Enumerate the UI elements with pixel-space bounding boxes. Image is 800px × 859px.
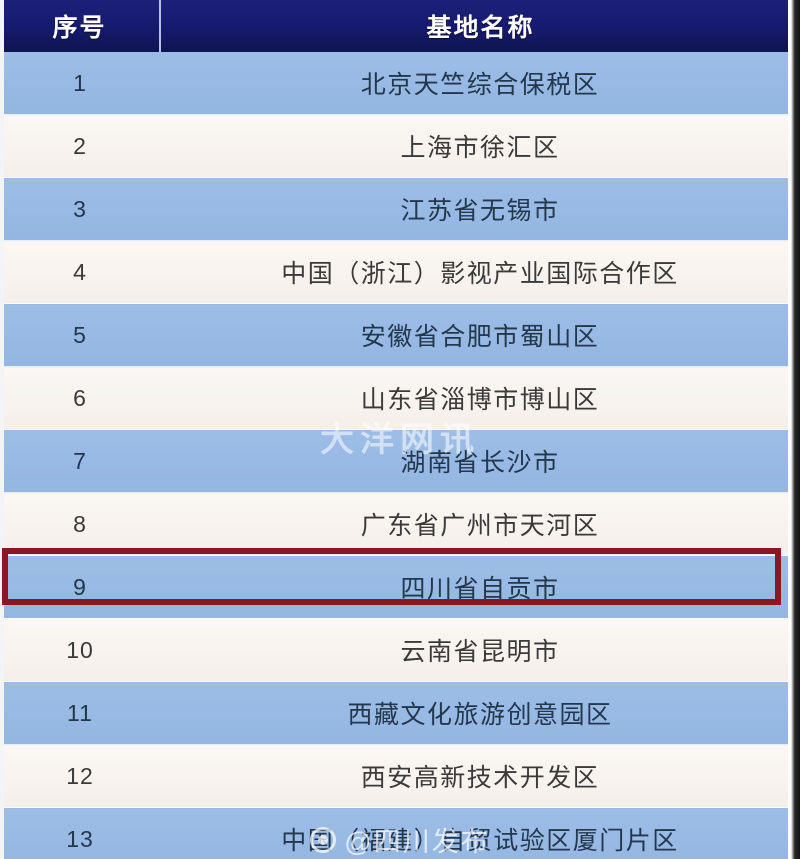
table-row: 8 广东省广州市天河区 bbox=[0, 492, 800, 556]
table-row: 6 山东省淄博市博山区 bbox=[0, 366, 800, 430]
table-row: 1 北京天竺综合保税区 bbox=[0, 52, 800, 115]
row-name-cell: 西安高新技术开发区 bbox=[160, 744, 800, 808]
row-name-cell: 中国（浙江）影视产业国际合作区 bbox=[160, 240, 800, 304]
row-index-cell: 4 bbox=[0, 240, 160, 304]
row-index-cell: 1 bbox=[0, 52, 160, 115]
row-name-cell: 安徽省合肥市蜀山区 bbox=[160, 303, 800, 367]
table-row: 7 湖南省长沙市 bbox=[0, 429, 800, 493]
row-index-cell: 5 bbox=[0, 303, 160, 367]
table-row-highlighted: 9 四川省自贡市 bbox=[0, 555, 800, 619]
row-name-cell: 江苏省无锡市 bbox=[160, 177, 800, 241]
column-header-name: 基地名称 bbox=[160, 0, 800, 52]
row-index-cell: 8 bbox=[0, 492, 160, 556]
row-index-cell: 6 bbox=[0, 366, 160, 430]
row-name-cell: 北京天竺综合保税区 bbox=[160, 52, 800, 115]
table-row: 12 西安高新技术开发区 bbox=[0, 744, 800, 808]
table-header: 序号 基地名称 bbox=[0, 0, 800, 52]
table-row: 11 西藏文化旅游创意园区 bbox=[0, 681, 800, 745]
row-name-cell: 广东省广州市天河区 bbox=[160, 492, 800, 556]
row-name-cell: 山东省淄博市博山区 bbox=[160, 366, 800, 430]
row-index-cell: 7 bbox=[0, 429, 160, 493]
row-name-cell: 湖南省长沙市 bbox=[160, 429, 800, 493]
row-index-cell: 10 bbox=[0, 618, 160, 682]
row-name-cell: 四川省自贡市 bbox=[160, 555, 800, 619]
table-row: 3 江苏省无锡市 bbox=[0, 177, 800, 241]
row-name-cell: 中国（福建）自贸试验区厦门片区 bbox=[160, 807, 800, 859]
table-row: 10 云南省昆明市 bbox=[0, 618, 800, 682]
table-header-row: 序号 基地名称 bbox=[0, 0, 800, 52]
row-index-cell: 9 bbox=[0, 555, 160, 619]
table-row: 13 中国（福建）自贸试验区厦门片区 bbox=[0, 807, 800, 859]
row-index-cell: 13 bbox=[0, 807, 160, 859]
table-body: 1 北京天竺综合保税区 2 上海市徐汇区 3 江苏省无锡市 4 中国（浙江）影视… bbox=[0, 52, 800, 859]
table-row: 5 安徽省合肥市蜀山区 bbox=[0, 303, 800, 367]
row-index-cell: 11 bbox=[0, 681, 160, 745]
row-index-cell: 2 bbox=[0, 114, 160, 178]
row-index-cell: 3 bbox=[0, 177, 160, 241]
row-name-cell: 云南省昆明市 bbox=[160, 618, 800, 682]
row-name-cell: 上海市徐汇区 bbox=[160, 114, 800, 178]
table-row: 4 中国（浙江）影视产业国际合作区 bbox=[0, 240, 800, 304]
row-index-cell: 12 bbox=[0, 744, 160, 808]
row-name-cell: 西藏文化旅游创意园区 bbox=[160, 681, 800, 745]
table-row: 2 上海市徐汇区 bbox=[0, 114, 800, 178]
column-header-index: 序号 bbox=[0, 0, 161, 52]
